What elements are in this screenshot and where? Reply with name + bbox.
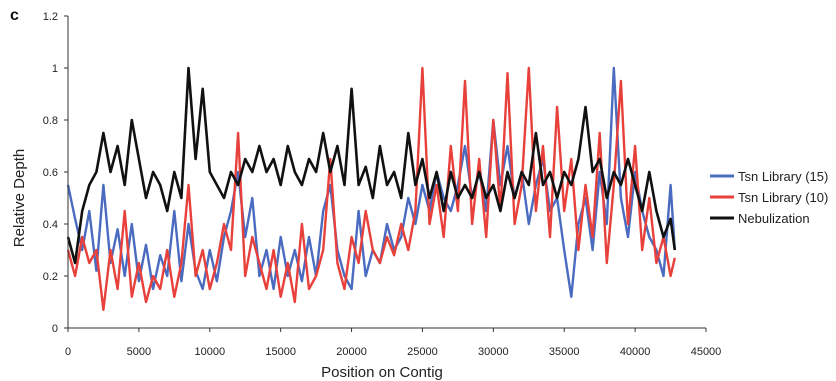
legend-label: Nebulization <box>738 211 810 226</box>
legend-label: Tsn Library (10) <box>738 190 828 205</box>
legend: Tsn Library (15) Tsn Library (10) Nebuliza… <box>710 169 828 226</box>
y-tick-label: 1.2 <box>43 11 58 23</box>
legend-label: Tsn Library (15) <box>738 169 828 184</box>
x-tick-label: 35000 <box>549 346 580 358</box>
y-tick-label: 0.6 <box>43 167 58 179</box>
y-tick-label: 0.4 <box>43 219 58 231</box>
x-tick-label: 0 <box>65 346 71 358</box>
x-tick-label: 15000 <box>265 346 296 358</box>
y-tick-label: 1 <box>52 63 58 75</box>
x-axis-ticks: 0 5000 10000 15000 20000 25000 30000 35000 40000… <box>65 328 721 358</box>
y-tick-label: 0.2 <box>43 271 58 283</box>
x-tick-label: 10000 <box>194 346 225 358</box>
x-tick-label: 25000 <box>407 346 438 358</box>
series-line-2 <box>66 66 677 265</box>
plot-lines <box>66 66 677 311</box>
x-tick-label: 20000 <box>336 346 367 358</box>
x-tick-label: 30000 <box>478 346 509 358</box>
y-tick-label: 0.8 <box>43 115 58 127</box>
x-axis-title: Position on Contig <box>321 364 443 381</box>
panel-label: c <box>10 7 19 24</box>
y-axis-title: Relative Depth <box>11 149 28 247</box>
x-tick-label: 5000 <box>127 346 151 358</box>
x-tick-label: 45000 <box>691 346 722 358</box>
y-axis-ticks: 0 0.2 0.4 0.6 0.8 1 1.2 <box>43 11 68 335</box>
y-tick-label: 0 <box>52 323 58 335</box>
series-line-1 <box>66 66 676 311</box>
x-tick-label: 40000 <box>620 346 651 358</box>
